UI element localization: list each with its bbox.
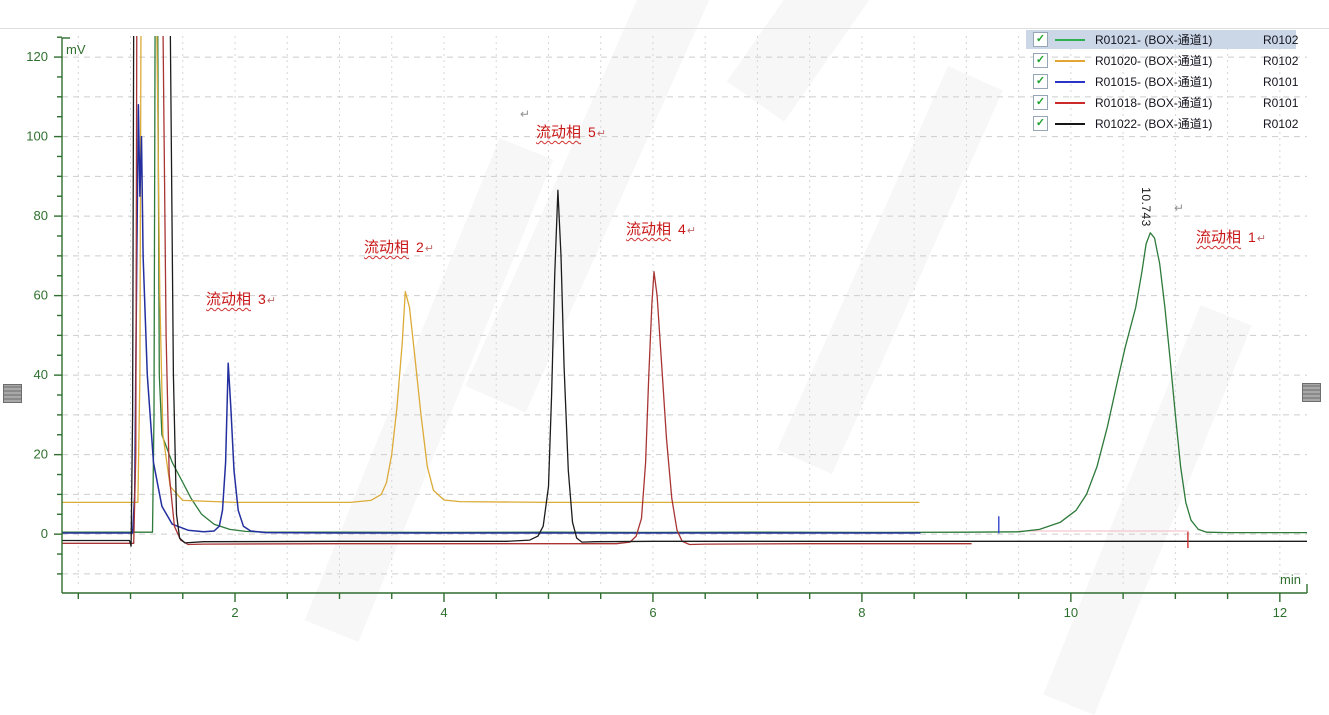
annotation-text: 流动相 bbox=[1196, 229, 1242, 246]
x-tick-label: 10 bbox=[1064, 605, 1078, 620]
y-tick-label: 20 bbox=[34, 447, 48, 462]
x-tick-label: 12 bbox=[1273, 605, 1287, 620]
legend-label-short: R0101 bbox=[1263, 95, 1299, 110]
annotation-text: 流动相 bbox=[626, 221, 672, 238]
trace-R01021-(BOX-通道1) bbox=[62, 36, 1307, 534]
legend-label: R01021- (BOX-通道1) bbox=[1095, 33, 1213, 47]
y-tick-label: 40 bbox=[34, 367, 48, 382]
mobile-phase-annotation-5: 流动相 5↵ bbox=[536, 121, 606, 142]
legend-label-short: R0101 bbox=[1263, 74, 1299, 89]
legend-row[interactable]: ✓ R01022- (BOX-通道1) R0102 bbox=[1026, 114, 1299, 133]
return-mark-icon: ↵ bbox=[686, 225, 697, 237]
trace-R01022-(BOX-通道1) bbox=[62, 36, 1307, 547]
return-mark-icon: ↵ bbox=[596, 128, 607, 140]
legend-row[interactable]: ✓ R01021- (BOX-通道1) R0102 bbox=[1026, 30, 1299, 49]
x-axis-unit-label: min bbox=[1280, 572, 1301, 587]
trace-R01015-(BOX-通道1) bbox=[62, 104, 921, 534]
return-mark-icon: ↵ bbox=[1174, 201, 1185, 215]
legend-checkbox[interactable]: ✓ bbox=[1033, 116, 1048, 131]
legend-row[interactable]: ✓ R01018- (BOX-通道1) R0101 bbox=[1026, 93, 1299, 112]
y-axis-unit-label: mV bbox=[66, 42, 86, 57]
legend-line-sample bbox=[1055, 80, 1085, 83]
mobile-phase-annotation-2: 流动相 2↵ bbox=[364, 236, 434, 257]
x-tick-label: 2 bbox=[231, 605, 238, 620]
annotation-text: 流动相 bbox=[364, 239, 410, 256]
legend-label: R01020- (BOX-通道1) bbox=[1095, 54, 1213, 68]
legend-label: R01015- (BOX-通道1) bbox=[1095, 75, 1213, 89]
y-tick-label: 100 bbox=[26, 129, 48, 144]
mobile-phase-annotation-1: 流动相 1↵ bbox=[1196, 226, 1266, 247]
chromatogram-window: 0 20 40 60 80 100 120 2 4 6 8 10 12 mV min ✓ R01021-… bbox=[0, 0, 1329, 644]
legend-line-sample bbox=[1055, 101, 1085, 104]
x-tick-label: 8 bbox=[858, 605, 865, 620]
right-resize-handle[interactable] bbox=[1302, 383, 1321, 402]
legend-row[interactable]: ✓ R01015- (BOX-通道1) R0101 bbox=[1026, 72, 1299, 91]
legend-checkbox[interactable]: ✓ bbox=[1033, 53, 1048, 68]
left-resize-handle[interactable] bbox=[3, 384, 22, 403]
mobile-phase-annotation-4: 流动相 4↵ bbox=[626, 218, 696, 239]
return-mark-icon: ↵ bbox=[424, 243, 435, 255]
legend-line-sample bbox=[1055, 122, 1085, 125]
top-divider bbox=[0, 28, 1329, 29]
trace-R01018-(BOX-通道1) bbox=[62, 36, 972, 546]
return-mark-icon: ↵ bbox=[1256, 233, 1267, 245]
legend-label-short: R0102 bbox=[1263, 116, 1299, 131]
return-mark-icon: ↵ bbox=[520, 107, 531, 121]
legend-label-short: R0102 bbox=[1263, 53, 1299, 68]
legend-label-short: R0102 bbox=[1263, 32, 1299, 47]
trace-R01020-(BOX-通道1) bbox=[62, 36, 920, 504]
annotation-number: 3 bbox=[258, 291, 266, 307]
traces bbox=[62, 36, 1307, 547]
annotation-number: 4 bbox=[678, 221, 686, 237]
legend-label: R01018- (BOX-通道1) bbox=[1095, 96, 1213, 110]
legend-panel: ✓ R01021- (BOX-通道1) R0102 ✓ R01020- (BOX… bbox=[1026, 30, 1298, 140]
retention-time-label: 10.743 bbox=[1139, 187, 1153, 227]
legend-checkbox[interactable]: ✓ bbox=[1033, 74, 1048, 89]
annotation-number: 2 bbox=[416, 239, 424, 255]
x-tick-label: 6 bbox=[649, 605, 656, 620]
legend-checkbox[interactable]: ✓ bbox=[1033, 95, 1048, 110]
annotation-number: 1 bbox=[1248, 229, 1256, 245]
legend-row[interactable]: ✓ R01020- (BOX-通道1) R0102 bbox=[1026, 51, 1299, 70]
annotation-number: 5 bbox=[588, 124, 596, 140]
y-tick-label: 80 bbox=[34, 208, 48, 223]
return-mark-icon: ↵ bbox=[266, 295, 277, 307]
legend-line-sample bbox=[1055, 38, 1085, 41]
legend-checkbox[interactable]: ✓ bbox=[1033, 32, 1048, 47]
x-tick-label: 4 bbox=[440, 605, 447, 620]
annotation-text: 流动相 bbox=[206, 291, 252, 308]
y-tick-label: 60 bbox=[34, 288, 48, 303]
legend-line-sample bbox=[1055, 59, 1085, 62]
y-tick-label: 120 bbox=[26, 49, 48, 64]
annotation-text: 流动相 bbox=[536, 124, 582, 141]
axes bbox=[54, 36, 1308, 602]
y-tick-label: 0 bbox=[41, 526, 48, 541]
mobile-phase-annotation-3: 流动相 3↵ bbox=[206, 288, 276, 309]
legend-label: R01022- (BOX-通道1) bbox=[1095, 117, 1213, 131]
